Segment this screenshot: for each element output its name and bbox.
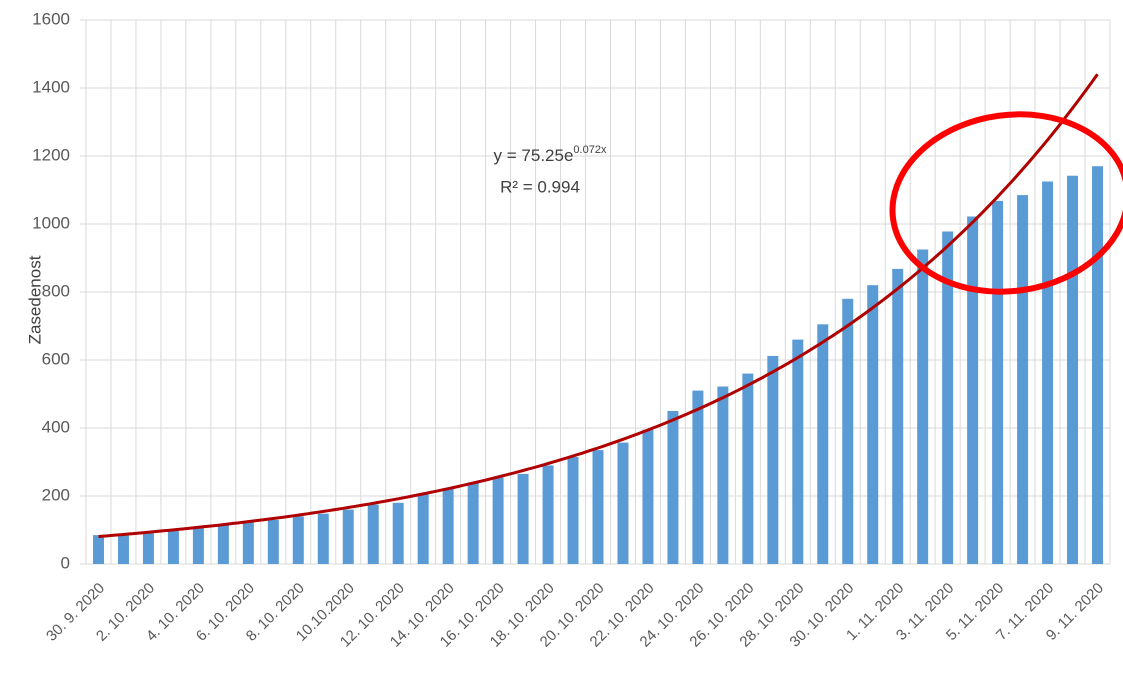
- equation: y = 75.25e: [494, 146, 574, 165]
- bar: [417, 494, 429, 564]
- y-axis-title: Zasedenost: [25, 255, 44, 344]
- bar: [642, 429, 654, 564]
- bar: [742, 373, 754, 564]
- y-tick-label: 200: [42, 485, 70, 504]
- bar: [967, 216, 979, 564]
- bar: [142, 533, 154, 564]
- bar: [567, 456, 579, 564]
- bar: [592, 450, 604, 564]
- trend-equation: y = 75.25e0.072x: [494, 144, 607, 166]
- grid: [80, 19, 1111, 565]
- bar: [292, 516, 304, 564]
- bar: [367, 504, 379, 564]
- y-tick-label: 600: [42, 349, 70, 368]
- bar: [117, 535, 129, 564]
- bar: [667, 411, 679, 564]
- bars: [92, 166, 1104, 565]
- bar: [892, 268, 904, 564]
- bar: [492, 477, 504, 564]
- bar: [842, 298, 854, 564]
- bar: [1017, 195, 1029, 564]
- trendline: [98, 73, 1099, 538]
- bar: [317, 513, 329, 564]
- bar: [767, 355, 779, 564]
- bar: [167, 531, 179, 564]
- bar: [192, 527, 204, 564]
- y-tick-label: 800: [42, 281, 70, 300]
- y-tick-label: 1200: [32, 145, 70, 164]
- bar: [817, 324, 829, 564]
- bar: [542, 465, 554, 564]
- bar: [867, 285, 879, 564]
- bar: [1042, 181, 1054, 564]
- y-tick-label: 400: [42, 417, 70, 436]
- bar: [992, 200, 1004, 564]
- equation-exponent: 0.072x: [573, 144, 607, 156]
- y-tick-label: 1600: [32, 9, 70, 28]
- bar: [242, 522, 254, 564]
- bar: [942, 231, 954, 565]
- bar: [792, 339, 804, 564]
- y-tick-label: 1000: [32, 213, 70, 232]
- y-tick-label: 1400: [32, 77, 70, 96]
- bar: [917, 249, 929, 564]
- bar: [92, 535, 104, 564]
- bar: [617, 442, 629, 564]
- bar: [467, 482, 479, 564]
- bar: [392, 502, 404, 564]
- bar: [342, 509, 354, 564]
- bar: [217, 524, 229, 564]
- bar: [1067, 175, 1079, 564]
- r-squared: R² = 0.994: [500, 177, 580, 196]
- bar: [442, 489, 454, 564]
- y-tick-label: 0: [61, 553, 70, 572]
- highlight-ellipse: [889, 111, 1123, 295]
- bar: [717, 386, 729, 564]
- bar: [517, 473, 529, 564]
- bar: [692, 390, 704, 564]
- bar: [267, 519, 279, 564]
- bar: [1092, 166, 1104, 564]
